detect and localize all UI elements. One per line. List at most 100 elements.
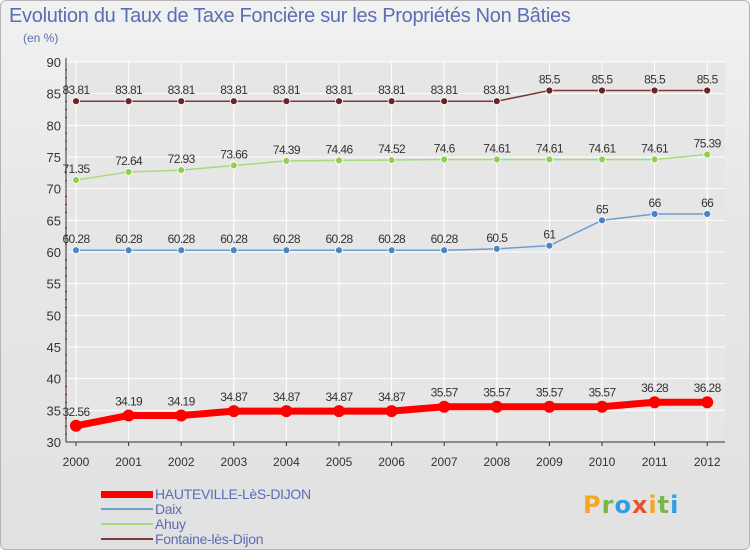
data-label: 73.66 [220, 147, 248, 161]
data-point [598, 86, 606, 95]
data-label: 74.6 [434, 142, 456, 156]
data-label: 36.28 [694, 381, 722, 395]
data-label: 71.35 [62, 162, 90, 176]
data-label: 34.87 [273, 390, 301, 404]
data-label: 36.28 [641, 381, 669, 395]
legend-swatch [101, 508, 153, 510]
legend-label: Daix [155, 501, 182, 517]
x-tick-label: 2010 [589, 455, 616, 469]
data-point [492, 155, 501, 164]
data-point [703, 210, 712, 218]
y-tick-label: 90 [47, 55, 61, 70]
data-label: 60.28 [273, 232, 301, 246]
data-point [333, 405, 345, 418]
y-tick-label: 40 [47, 372, 61, 387]
legend-label: Fontaine-lès-Dijon [155, 531, 264, 547]
y-tick-label: 30 [47, 435, 61, 450]
data-point [124, 97, 133, 106]
x-tick-label: 2008 [483, 455, 510, 469]
data-point [229, 246, 238, 255]
data-label: 85.5 [644, 73, 666, 87]
data-point [650, 210, 659, 218]
y-tick-label: 60 [47, 245, 61, 260]
data-label: 74.61 [483, 141, 511, 155]
data-label: 83.81 [378, 83, 406, 97]
data-label: 74.61 [641, 141, 669, 155]
data-label: 74.52 [378, 142, 406, 156]
data-label: 85.5 [592, 73, 614, 87]
data-point [229, 161, 238, 170]
data-point [545, 86, 554, 95]
data-label: 34.19 [115, 394, 143, 408]
data-point [648, 396, 661, 409]
data-label: 34.87 [220, 390, 248, 404]
data-label: 83.81 [115, 83, 143, 97]
x-tick-label: 2004 [273, 455, 300, 469]
data-label: 83.81 [220, 83, 248, 97]
data-label: 66 [649, 196, 662, 210]
y-tick-label: 35 [47, 403, 61, 418]
chart-title: Evolution du Taux de Taxe Foncière sur l… [9, 5, 571, 27]
data-label: 60.28 [325, 232, 353, 246]
data-label: 72.93 [168, 152, 196, 166]
x-tick-label: 2011 [642, 455, 668, 469]
data-point [177, 166, 186, 175]
data-label: 85.5 [697, 73, 719, 87]
y-tick-label: 50 [47, 308, 61, 323]
data-label: 35.57 [483, 386, 511, 400]
data-point [282, 246, 291, 255]
data-point [492, 244, 501, 253]
data-label: 83.81 [325, 83, 353, 97]
legend-swatch [101, 490, 153, 498]
data-point [72, 176, 80, 185]
data-point [701, 396, 714, 409]
data-label: 32.56 [62, 405, 90, 419]
data-point [440, 155, 449, 164]
x-tick-label: 2006 [378, 455, 405, 469]
data-label: 60.28 [220, 232, 248, 246]
y-tick-label: 70 [47, 182, 61, 197]
data-label: 60.28 [378, 232, 406, 246]
data-point [703, 86, 712, 95]
data-point [280, 405, 293, 418]
data-point [177, 246, 186, 255]
y-tick-label: 80 [47, 118, 61, 133]
data-point [175, 409, 188, 422]
data-point [598, 155, 606, 164]
data-point [122, 409, 135, 422]
data-point [335, 97, 343, 106]
data-label: 34.87 [378, 390, 406, 404]
data-point [543, 400, 556, 413]
data-point [229, 97, 238, 106]
data-point [438, 400, 451, 413]
data-label: 60.28 [115, 232, 143, 246]
data-label: 66 [701, 196, 714, 210]
data-label: 35.57 [588, 386, 616, 400]
x-tick-label: 2005 [326, 455, 353, 469]
data-label: 83.81 [483, 83, 511, 97]
data-point [598, 216, 606, 225]
legend-label: Ahuy [155, 516, 186, 532]
data-point [703, 150, 712, 159]
legend-label: HAUTEVILLE-LèS-DIJON [155, 486, 311, 502]
data-point [282, 97, 291, 106]
x-tick-label: 2009 [536, 455, 563, 469]
data-point [650, 155, 659, 164]
data-label: 60.28 [62, 232, 90, 246]
data-point [650, 86, 659, 95]
data-point [385, 405, 398, 418]
data-label: 83.81 [431, 83, 459, 97]
data-label: 34.19 [168, 394, 196, 408]
data-label: 74.61 [588, 141, 616, 155]
data-point [596, 400, 608, 413]
data-label: 60.5 [486, 231, 508, 245]
data-label: 35.57 [431, 386, 459, 400]
legend-swatch [101, 523, 153, 525]
x-tick-label: 2012 [694, 455, 721, 469]
data-point [124, 246, 133, 255]
data-point [124, 168, 133, 176]
x-tick-label: 2003 [220, 455, 247, 469]
proxiti-logo: Proxiti [583, 491, 680, 519]
data-label: 60.28 [431, 232, 459, 246]
